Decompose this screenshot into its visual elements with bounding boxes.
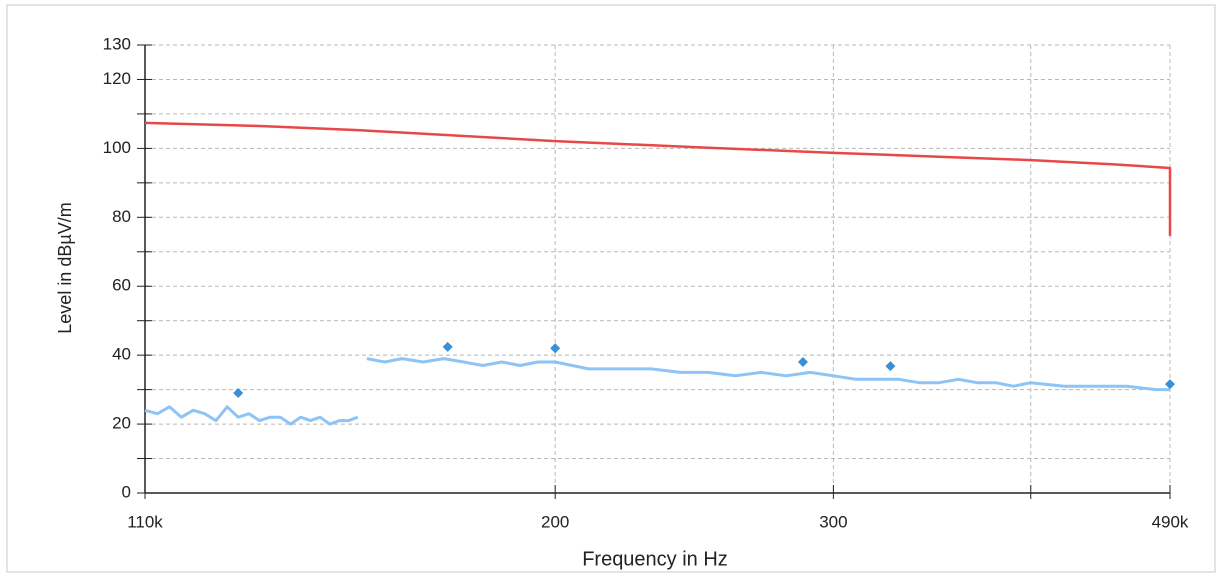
x-axis-label: Frequency in Hz [582, 548, 728, 570]
marker [550, 343, 561, 354]
y-axis-label: Level in dBµV/m [55, 202, 75, 333]
marker [1165, 379, 1175, 390]
series-line [144, 121, 1172, 236]
marker [233, 388, 244, 399]
marker [797, 357, 808, 368]
x-tick-label: 300 [819, 512, 847, 531]
marker [885, 361, 896, 372]
series-line [144, 357, 1170, 426]
x-tick-label: 200 [541, 512, 569, 531]
x-tick-label: 110k [127, 512, 163, 531]
y-tick-label: 40 [112, 345, 131, 364]
y-tick-label: 60 [112, 276, 131, 295]
marker [442, 341, 453, 352]
frame [6, 4, 1216, 573]
y-tick-label: 130 [103, 34, 131, 53]
y-tick-label: 100 [103, 138, 131, 157]
y-tick-label: 20 [112, 414, 131, 433]
y-tick-label: 0 [122, 482, 131, 501]
y-tick-label: 120 [103, 69, 131, 88]
x-tick-label: 490k [1152, 512, 1189, 531]
y-tick-label: 80 [112, 207, 131, 226]
